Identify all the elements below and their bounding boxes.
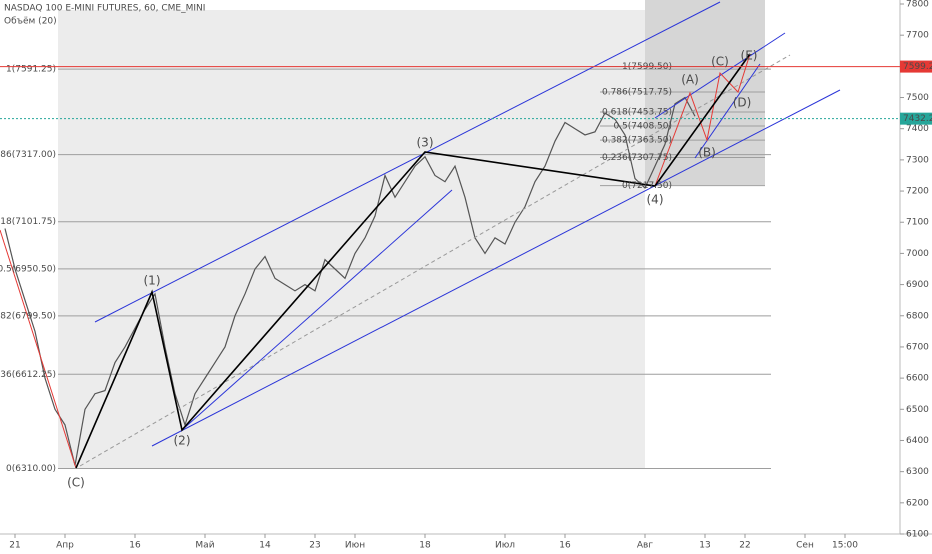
red-wave — [0, 229, 77, 469]
wave-label: (3) — [417, 136, 434, 150]
y-tick-label: 6300 — [906, 467, 929, 477]
y-tick-label: 7100 — [906, 218, 929, 228]
y-tick-label: 6800 — [906, 311, 929, 321]
x-tick-label: 21 — [9, 541, 20, 551]
fib-zone — [58, 10, 645, 468]
fib-label: 0.618(7101.75) — [0, 217, 56, 227]
y-tick-label: 6400 — [906, 436, 929, 446]
x-tick-label: Авг — [637, 541, 653, 551]
price-label-box — [900, 60, 932, 73]
price-line — [4, 96, 696, 466]
x-tick-label: 23 — [309, 541, 320, 551]
x-tick-label: 13 — [699, 541, 710, 551]
fib-label: 0(6310.00) — [6, 464, 56, 474]
price-label: 7432.25 — [903, 114, 932, 124]
y-tick-label: 6100 — [906, 530, 929, 540]
wave-label: (4) — [647, 193, 664, 207]
x-tick-label: Май — [195, 541, 214, 551]
chart-title: NASDAQ 100 E-MINI FUTURES, 60, CME_MINI — [4, 4, 205, 14]
y-tick-label: 7400 — [906, 124, 929, 134]
fib-label: 1(7591.25) — [6, 65, 56, 75]
y-tick-label: 7500 — [906, 93, 929, 103]
fib-label: 0.618(7453.75) — [602, 107, 672, 117]
x-tick-label: Сен — [796, 541, 814, 551]
y-tick-label: 7800 — [906, 0, 929, 10]
wave-label: (D) — [733, 96, 752, 110]
y-tick-label: 7200 — [906, 187, 929, 197]
wave-label: (A) — [681, 73, 699, 87]
x-tick-label: 18 — [419, 541, 431, 551]
trend-dashed — [79, 54, 791, 467]
fib-label: 0.236(6612.25) — [0, 370, 56, 380]
channel-small-lower — [694, 63, 761, 159]
x-tick-label: Июл — [495, 541, 515, 551]
y-tick-label: 6500 — [906, 405, 929, 415]
wave-label: (1) — [144, 274, 161, 288]
y-tick-label: 6900 — [906, 280, 929, 290]
channel-lower — [151, 89, 841, 447]
red-wave — [654, 53, 751, 187]
y-tick-label: 6600 — [906, 374, 929, 384]
fib-label: 0.786(7317.00) — [0, 150, 56, 160]
fib-label: 0.5(7408.50) — [613, 122, 672, 132]
x-tick-label: 22 — [739, 541, 750, 551]
wave-label: (B) — [698, 146, 716, 160]
wave-label: (2) — [174, 434, 191, 448]
wave-label: (E) — [741, 49, 758, 63]
x-tick-label: 16 — [559, 541, 571, 551]
x-tick-label: Апр — [56, 541, 74, 551]
fib-label: 0.5(6950.50) — [0, 264, 56, 274]
drawings — [0, 1, 841, 469]
y-tick-label: 7700 — [906, 31, 929, 41]
y-tick-label: 6700 — [906, 342, 929, 352]
x-tick-label: 15:00 — [832, 541, 858, 551]
channel-upper — [94, 1, 721, 323]
fib-label: 0.382(6799.50) — [0, 311, 56, 321]
y-tick-label: 7000 — [906, 249, 929, 259]
x-tick-label: Июн — [345, 541, 365, 551]
x-tick-label: 14 — [259, 541, 271, 551]
fib-label: 0(7217.50) — [622, 181, 672, 191]
fib-label: 0.382(7363.50) — [602, 136, 672, 146]
wave-label: (C) — [67, 476, 85, 490]
channel-inner — [181, 189, 453, 431]
fib-label: 0.236(7307.75) — [602, 153, 672, 163]
fib-label: 0.786(7517.75) — [602, 87, 672, 97]
y-tick-label: 7300 — [906, 155, 929, 165]
x-tick-label: 16 — [129, 541, 141, 551]
wave-line — [75, 53, 751, 469]
chart-subtitle: Объём (20) — [4, 17, 57, 27]
price-label: 7599.25 — [903, 62, 932, 72]
wave-label: (C) — [711, 55, 729, 69]
price-label-box — [900, 112, 932, 125]
y-tick-label: 6200 — [906, 498, 929, 508]
